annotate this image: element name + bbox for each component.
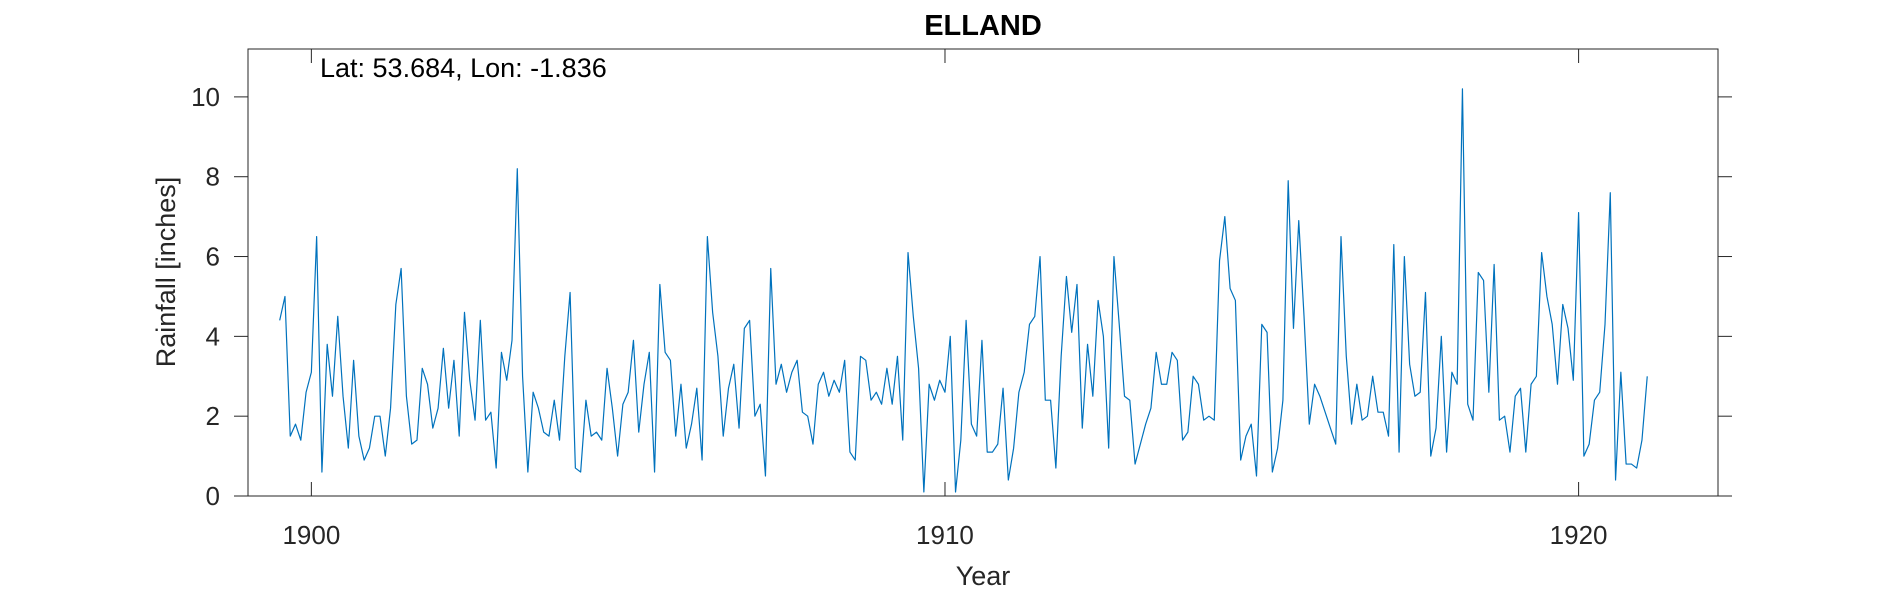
x-axis: 1900 1910 1920 (234, 49, 1732, 550)
y-tick-label: 4 (206, 321, 220, 351)
y-axis-label: Rainfall [inches] (151, 177, 181, 368)
plot-area (247, 48, 1719, 497)
y-tick-label: 0 (206, 481, 220, 511)
series-layer (279, 88, 1648, 493)
y-tick-label: 10 (191, 82, 220, 112)
x-axis-label: Year (956, 561, 1011, 591)
y-tick-label: 6 (206, 242, 220, 272)
rainfall-series-line (279, 88, 1648, 493)
x-tick-label: 1910 (916, 520, 974, 550)
chart-title: ELLAND (924, 10, 1042, 42)
y-tick-label: 2 (206, 401, 220, 431)
location-annotation: Lat: 53.684, Lon: -1.836 (320, 53, 607, 83)
x-tick-label: 1920 (1550, 520, 1608, 550)
x-tick-label: 1900 (282, 520, 340, 550)
y-axis: 0 2 4 6 8 10 (191, 82, 1732, 511)
y-tick-label: 8 (206, 162, 220, 192)
